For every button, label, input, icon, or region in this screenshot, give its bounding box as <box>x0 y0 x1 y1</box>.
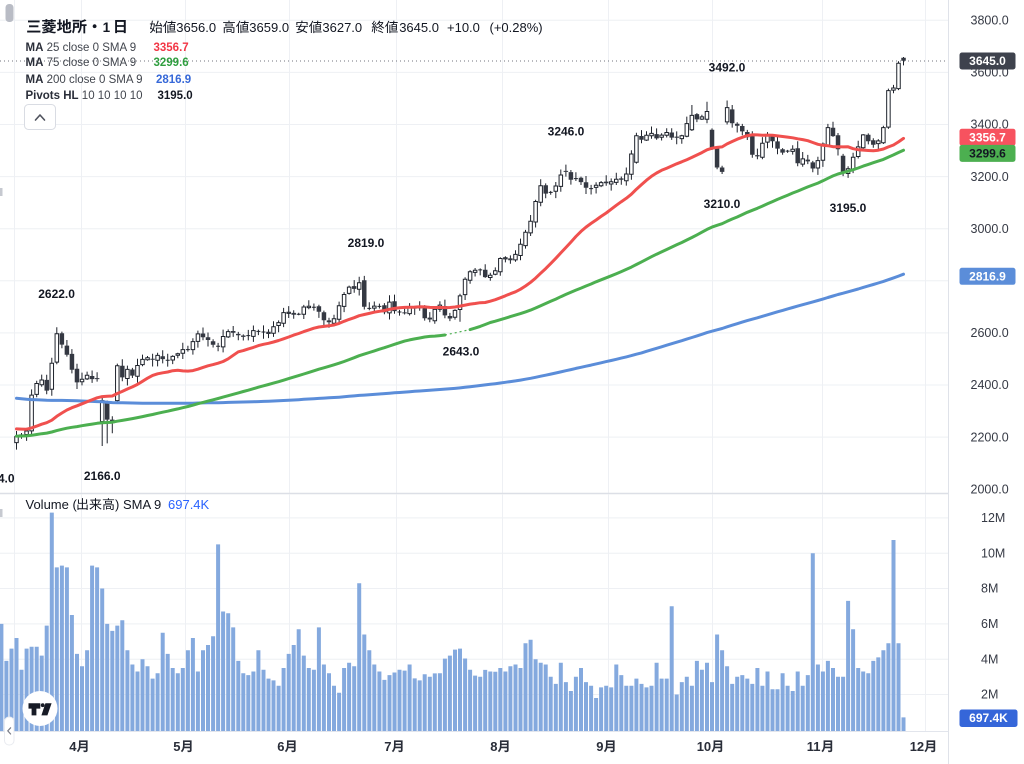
svg-text:MA: MA <box>26 74 44 86</box>
svg-text:2622.0: 2622.0 <box>38 287 75 301</box>
svg-text:(+0.28%): (+0.28%) <box>490 20 543 35</box>
svg-text:5: 5 <box>173 739 180 754</box>
svg-text:3400.0: 3400.0 <box>971 118 1009 132</box>
svg-text:2819.0: 2819.0 <box>348 236 385 250</box>
svg-text:Pivots HL: Pivots HL <box>26 90 79 102</box>
svg-text:3645.0: 3645.0 <box>399 20 439 35</box>
svg-text:3627.0: 3627.0 <box>322 20 362 35</box>
svg-text:4M: 4M <box>981 652 998 666</box>
svg-text:697.4K: 697.4K <box>168 497 210 512</box>
svg-text:3659.0: 3659.0 <box>249 20 289 35</box>
svg-text:Volume (: Volume ( <box>26 497 78 512</box>
svg-text:25 close 0 SMA 9: 25 close 0 SMA 9 <box>47 42 137 54</box>
svg-text:697.4K: 697.4K <box>969 711 1008 725</box>
svg-text:12: 12 <box>910 739 924 754</box>
svg-text:200 close 0 SMA 9: 200 close 0 SMA 9 <box>47 74 143 86</box>
svg-text:) SMA 9: ) SMA 9 <box>115 497 161 512</box>
svg-text:2400.0: 2400.0 <box>971 378 1009 392</box>
svg-text:2816.9: 2816.9 <box>969 270 1006 284</box>
svg-text:3210.0: 3210.0 <box>704 197 741 211</box>
svg-text:MA: MA <box>26 57 44 69</box>
svg-text:2200.0: 2200.0 <box>971 430 1009 444</box>
svg-text:2816.9: 2816.9 <box>156 74 191 86</box>
svg-text:3195.0: 3195.0 <box>158 90 193 102</box>
svg-text:2000.0: 2000.0 <box>971 482 1009 496</box>
svg-text:2166.0: 2166.0 <box>84 469 121 483</box>
svg-text:1: 1 <box>103 20 111 35</box>
svg-text:+10.0: +10.0 <box>447 20 480 35</box>
svg-text:MA: MA <box>26 42 44 54</box>
svg-text:7: 7 <box>384 739 391 754</box>
svg-text:2643.0: 2643.0 <box>443 345 480 359</box>
svg-text:3200.0: 3200.0 <box>971 170 1009 184</box>
svg-text:2600.0: 2600.0 <box>971 326 1009 340</box>
svg-text:10 10 10 10: 10 10 10 10 <box>82 90 143 102</box>
svg-text:3356.7: 3356.7 <box>154 42 189 54</box>
svg-text:10: 10 <box>697 739 711 754</box>
svg-text:3246.0: 3246.0 <box>548 125 585 139</box>
svg-text:3195.0: 3195.0 <box>830 201 867 215</box>
svg-text:4: 4 <box>69 739 77 754</box>
svg-text:9: 9 <box>596 739 603 754</box>
svg-text:3800.0: 3800.0 <box>971 14 1009 28</box>
svg-text:3645.0: 3645.0 <box>969 54 1006 68</box>
svg-text:11: 11 <box>807 739 821 754</box>
svg-text:10M: 10M <box>981 546 1005 560</box>
svg-text:3299.6: 3299.6 <box>154 57 189 69</box>
svg-text:3000.0: 3000.0 <box>971 222 1009 236</box>
svg-text:4.0: 4.0 <box>0 472 15 486</box>
svg-text:3299.6: 3299.6 <box>969 147 1006 161</box>
svg-text:75 close 0 SMA 9: 75 close 0 SMA 9 <box>47 57 137 69</box>
svg-text:12M: 12M <box>981 511 1005 525</box>
svg-text:3656.0: 3656.0 <box>176 20 216 35</box>
svg-text:3356.7: 3356.7 <box>969 130 1006 144</box>
svg-text:8: 8 <box>490 739 497 754</box>
svg-text:8M: 8M <box>981 582 998 596</box>
svg-text:6: 6 <box>277 739 284 754</box>
svg-text:2M: 2M <box>981 688 998 702</box>
svg-text:6M: 6M <box>981 617 998 631</box>
svg-text:3492.0: 3492.0 <box>709 61 746 75</box>
